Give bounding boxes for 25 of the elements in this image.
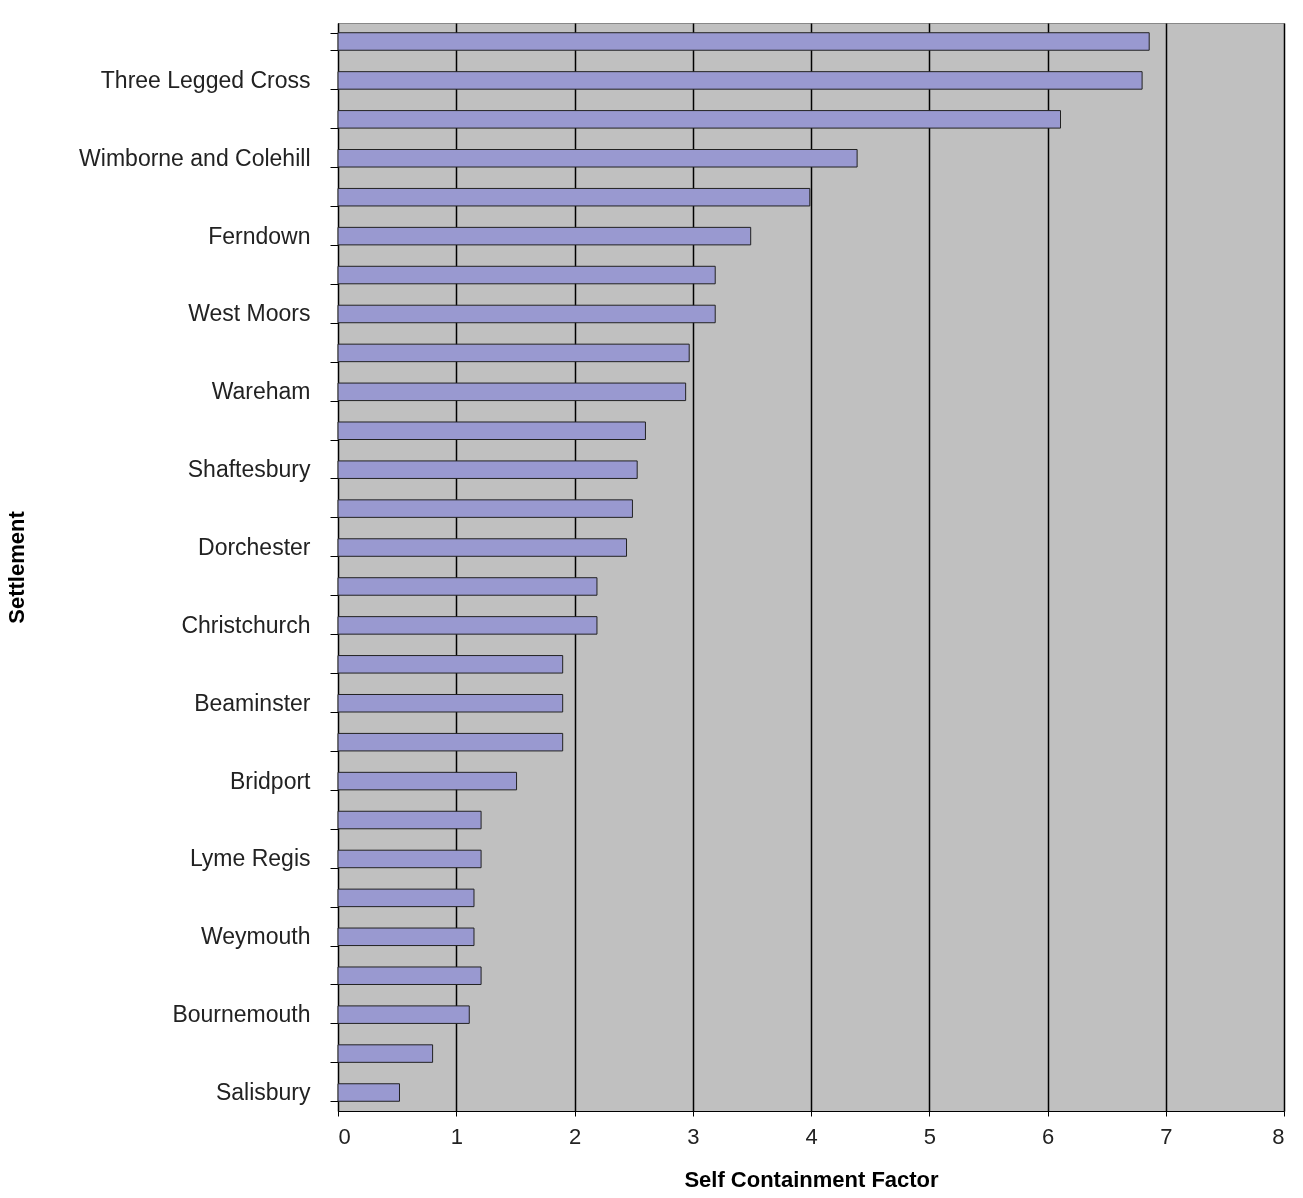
x-tick-label: 6 — [1041, 1123, 1055, 1149]
y-tick-label: Weymouth — [200, 923, 311, 950]
x-tick-label: 3 — [687, 1123, 700, 1149]
x-tick-label: 7 — [1160, 1123, 1173, 1149]
y-tick-label: Christchurch — [181, 611, 311, 638]
x-tick-label: 0 — [338, 1123, 351, 1149]
x-tick-label: 8 — [1272, 1123, 1285, 1149]
x-tick-label: 1 — [450, 1123, 463, 1149]
x-tick-label: 2 — [568, 1123, 582, 1149]
y-tick-label: Wimborne and Colehill — [79, 144, 311, 171]
y-tick-label: Three Legged Cross — [100, 66, 311, 93]
y-tick-label: Wareham — [211, 378, 311, 405]
y-tick-label: Lyme Regis — [189, 845, 311, 872]
y-tick-label: Shaftesbury — [187, 456, 311, 483]
y-tick-label: West Moors — [188, 300, 311, 327]
x-axis-title: Self Containment Factor — [684, 1166, 940, 1192]
y-tick-label: Salisbury — [215, 1079, 311, 1106]
y-tick-label: Ferndown — [208, 222, 311, 249]
x-tick-label: 5 — [923, 1123, 936, 1149]
y-tick-label: Beaminster — [194, 689, 311, 716]
y-tick-label: Dorchester — [198, 534, 311, 561]
y-axis-title: Settlement — [3, 510, 29, 624]
y-tick-label: Bournemouth — [172, 1001, 311, 1028]
y-tick-label: Bridport — [229, 767, 312, 794]
x-tick-label: 4 — [805, 1123, 818, 1149]
